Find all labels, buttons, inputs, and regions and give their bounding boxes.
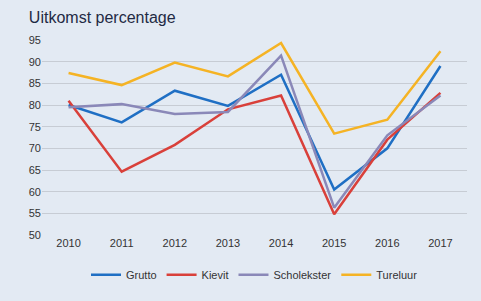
svg-text:70: 70 [29, 142, 41, 154]
svg-text:2017: 2017 [428, 237, 452, 249]
svg-text:80: 80 [29, 99, 41, 111]
svg-text:65: 65 [29, 164, 41, 176]
svg-text:Uitkomst percentage: Uitkomst percentage [29, 9, 176, 26]
svg-text:2010: 2010 [56, 237, 80, 249]
svg-text:Grutto: Grutto [126, 269, 157, 281]
svg-text:Kievit: Kievit [202, 269, 229, 281]
svg-text:2015: 2015 [322, 237, 346, 249]
svg-text:55: 55 [29, 207, 41, 219]
svg-text:2013: 2013 [216, 237, 240, 249]
svg-text:90: 90 [29, 56, 41, 68]
svg-text:2012: 2012 [163, 237, 187, 249]
svg-text:2016: 2016 [375, 237, 399, 249]
svg-text:Scholekster: Scholekster [273, 269, 331, 281]
svg-text:Tureluur: Tureluur [376, 269, 417, 281]
svg-text:75: 75 [29, 121, 41, 133]
svg-text:2014: 2014 [269, 237, 293, 249]
svg-text:2011: 2011 [110, 237, 134, 249]
svg-text:85: 85 [29, 77, 41, 89]
svg-text:60: 60 [29, 186, 41, 198]
svg-text:50: 50 [29, 229, 41, 241]
svg-text:95: 95 [29, 34, 41, 46]
